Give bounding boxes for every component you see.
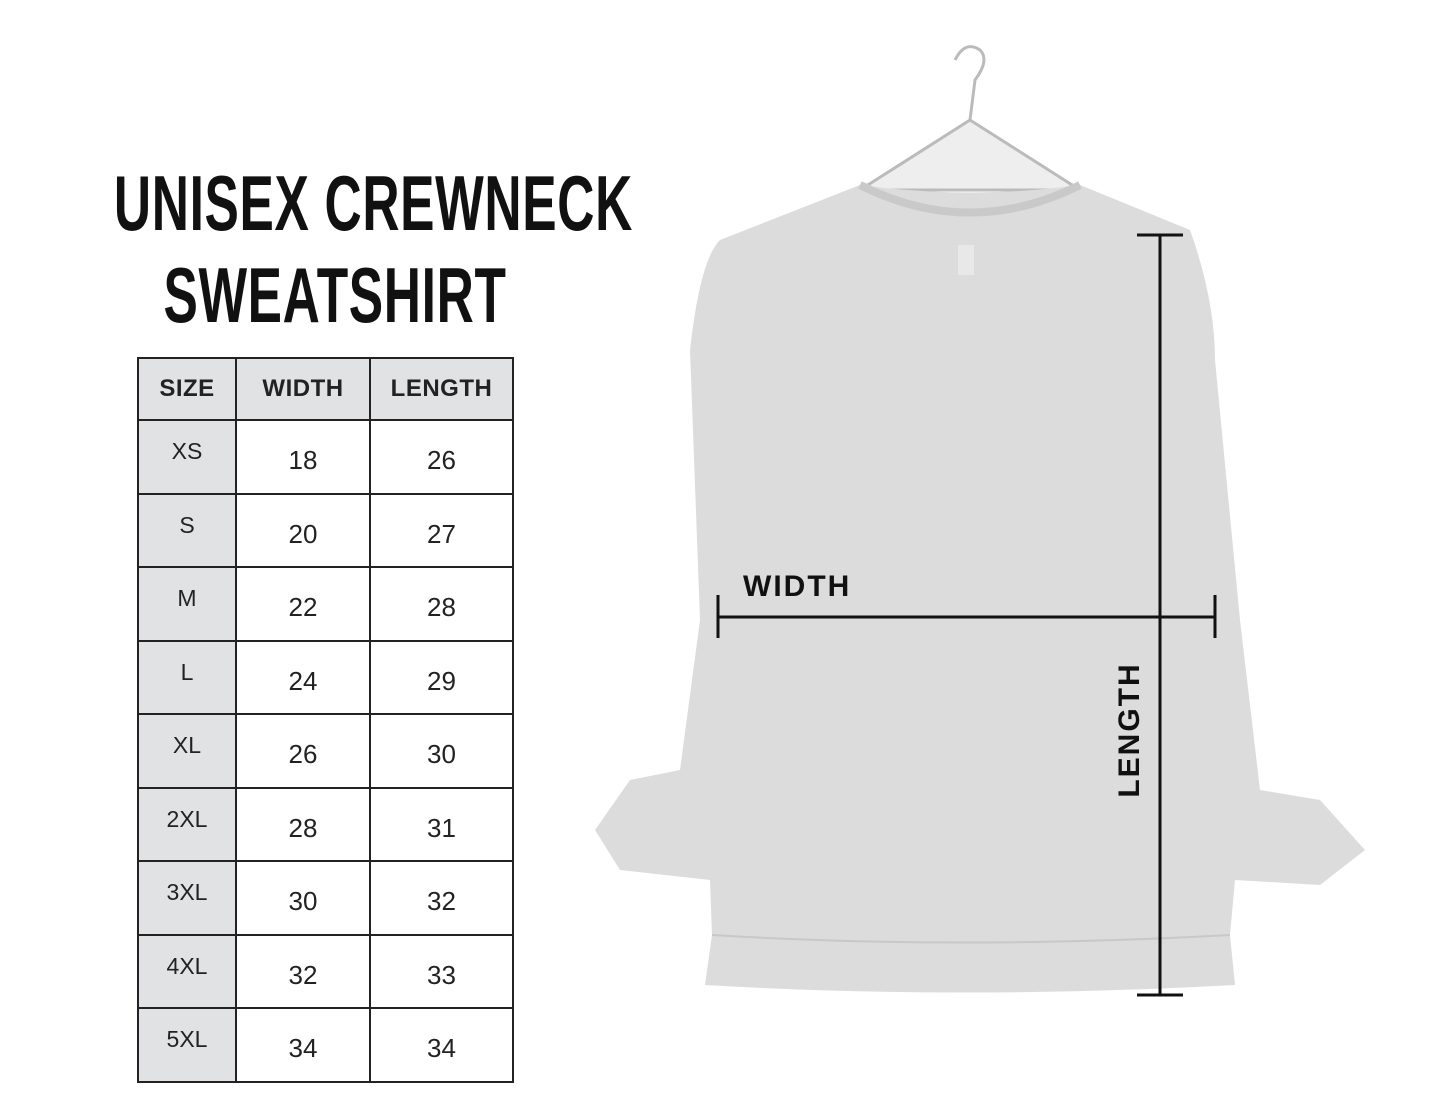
cell-size: 5XL [137, 1007, 237, 1083]
table-row: 3XL 30 32 [137, 860, 514, 936]
cell-width: 22 [235, 566, 371, 642]
cell-size: L [137, 639, 237, 715]
cell-length: 30 [369, 713, 514, 789]
table-header-row: SIZE WIDTH LENGTH [137, 357, 514, 421]
table-row: XS 18 26 [137, 419, 514, 495]
cell-length: 31 [369, 786, 514, 862]
width-label: WIDTH [743, 570, 852, 603]
cell-size: 2XL [137, 786, 237, 862]
header-length: LENGTH [369, 357, 514, 421]
hanger-icon [854, 45, 1086, 192]
cell-length: 27 [369, 492, 514, 568]
cell-size: XS [137, 419, 237, 495]
table-row: L 24 29 [137, 639, 514, 715]
cell-width: 18 [235, 419, 371, 495]
cell-size: 4XL [137, 933, 237, 1009]
cell-width: 28 [235, 786, 371, 862]
cell-length: 34 [369, 1007, 514, 1083]
length-measure-line [1137, 233, 1183, 997]
cell-size: S [137, 492, 237, 568]
cell-width: 20 [235, 492, 371, 568]
table-row: S 20 27 [137, 492, 514, 568]
cell-width: 30 [235, 860, 371, 936]
cell-length: 33 [369, 933, 514, 1009]
cell-size: XL [137, 713, 237, 789]
table-row: 2XL 28 31 [137, 786, 514, 862]
table-row: M 22 28 [137, 566, 514, 642]
width-measure-line [716, 595, 1217, 638]
cell-size: M [137, 566, 237, 642]
title-line-2: SWEATSHIRT [163, 251, 507, 339]
header-size: SIZE [137, 357, 237, 421]
cell-width: 34 [235, 1007, 371, 1083]
size-table: SIZE WIDTH LENGTH XS 18 26 S 20 27 M 22 28 L 24 29 X… [137, 357, 514, 1083]
length-label: LENGTH [1113, 662, 1146, 798]
sweatshirt-image [595, 181, 1365, 993]
cell-width: 24 [235, 639, 371, 715]
table-row: 4XL 32 33 [137, 933, 514, 1009]
cell-length: 32 [369, 860, 514, 936]
cell-size: 3XL [137, 860, 237, 936]
table-row: 5XL 34 34 [137, 1007, 514, 1083]
cell-length: 28 [369, 566, 514, 642]
cell-width: 32 [235, 933, 371, 1009]
cell-length: 29 [369, 639, 514, 715]
header-width: WIDTH [235, 357, 371, 421]
cell-width: 26 [235, 713, 371, 789]
table-row: XL 26 30 [137, 713, 514, 789]
title-line-1: UNISEX CREWNECK [113, 159, 633, 247]
cell-length: 26 [369, 419, 514, 495]
